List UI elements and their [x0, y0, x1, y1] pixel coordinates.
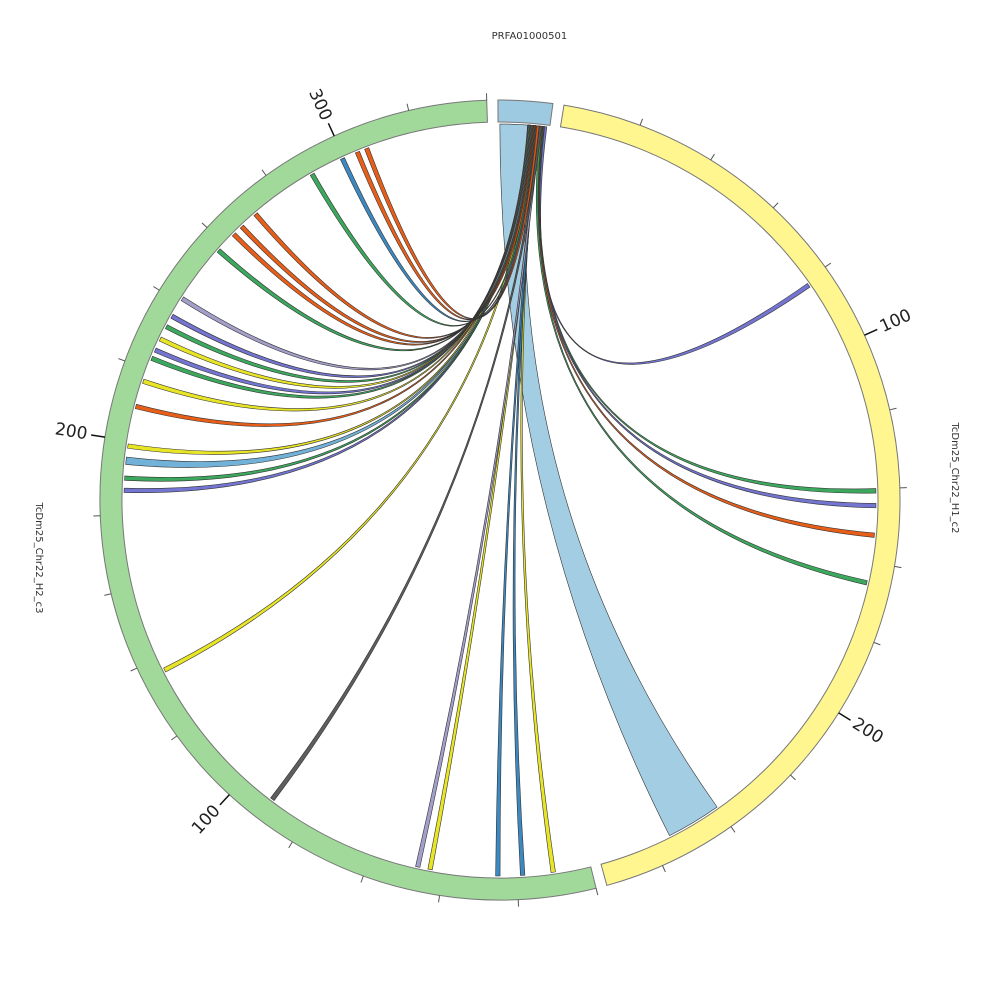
- link: [270, 125, 543, 802]
- minor-tick: [406, 103, 410, 111]
- minor-tick: [360, 875, 364, 883]
- minor-tick: [201, 222, 208, 228]
- link: [495, 125, 540, 877]
- minor-tick: [130, 667, 138, 672]
- segment-label: PRFA01000501: [492, 31, 568, 42]
- minor-tick: [873, 641, 881, 646]
- link: [499, 123, 718, 837]
- tick-label: 100: [877, 305, 915, 337]
- link: [216, 125, 535, 352]
- link: [153, 124, 531, 395]
- minor-tick: [710, 153, 715, 161]
- minor-tick: [730, 826, 736, 833]
- major-tick: [327, 122, 335, 137]
- minor-tick: [595, 888, 599, 896]
- minor-tick: [889, 407, 897, 411]
- minor-tick: [894, 565, 902, 569]
- minor-tick: [438, 895, 441, 903]
- minor-tick: [118, 358, 126, 362]
- ring: [91, 93, 907, 907]
- tick-label: 100: [188, 801, 225, 838]
- minor-tick: [288, 841, 293, 849]
- minor-tick: [171, 735, 178, 741]
- tick-label: 200: [849, 714, 887, 748]
- minor-tick: [104, 593, 112, 596]
- segment: [497, 99, 554, 126]
- minor-tick: [662, 865, 666, 873]
- minor-tick: [153, 286, 160, 291]
- minor-tick: [261, 169, 267, 176]
- minor-tick: [824, 262, 832, 268]
- segment-label: TcDm25_Chr22_H1_c2: [949, 422, 960, 534]
- segment: [559, 104, 901, 887]
- minor-tick: [772, 202, 779, 209]
- major-tick: [838, 712, 851, 721]
- link: [535, 125, 868, 586]
- minor-tick: [790, 774, 796, 781]
- major-tick: [91, 434, 106, 438]
- links: [123, 123, 877, 877]
- link: [364, 125, 540, 320]
- minor-tick: [639, 118, 644, 126]
- segment-label: TcDm25_Chr22_H2_c3: [33, 502, 44, 614]
- tick-label: 300: [304, 86, 336, 124]
- link: [537, 126, 877, 494]
- link: [415, 125, 542, 868]
- link: [537, 125, 877, 509]
- link: [536, 125, 875, 538]
- major-tick: [219, 794, 230, 806]
- tick-label: 200: [54, 419, 89, 444]
- major-tick: [864, 328, 878, 336]
